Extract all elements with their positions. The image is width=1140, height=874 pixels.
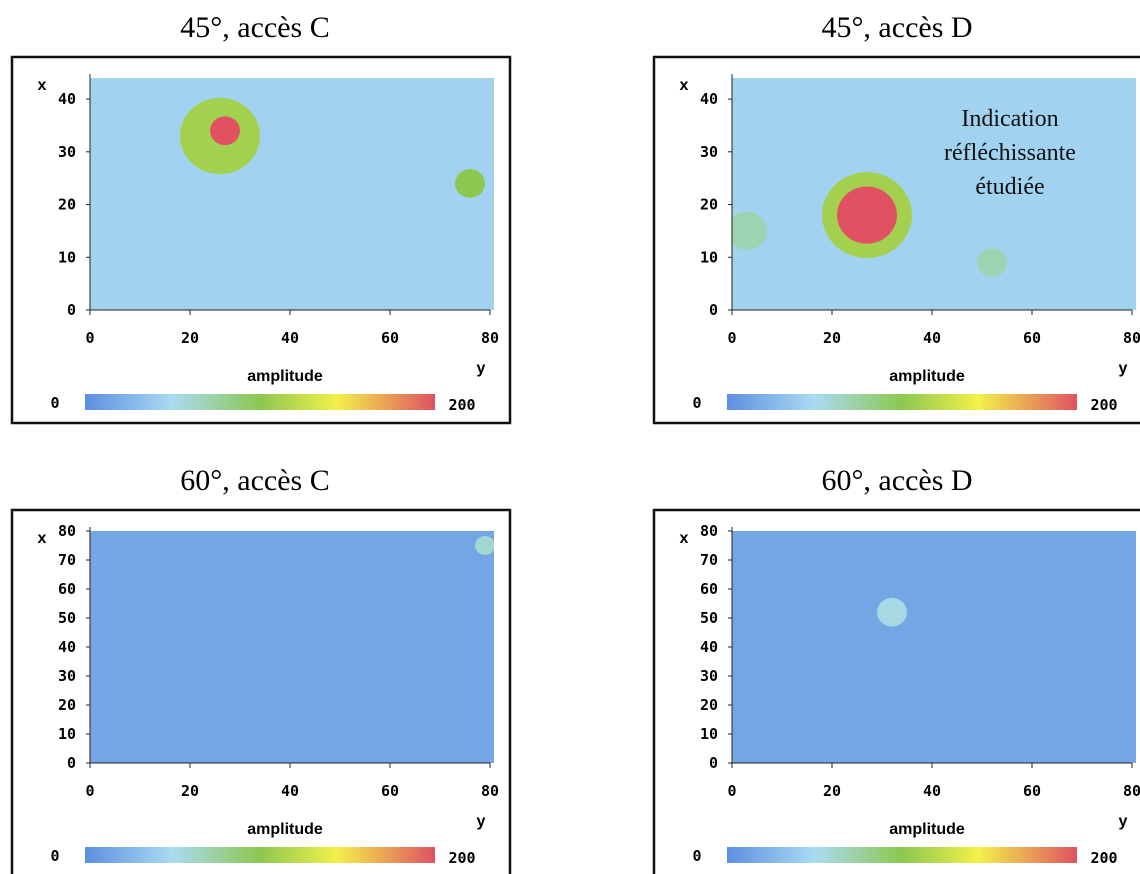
hotspot bbox=[837, 186, 897, 244]
y-tick-label: 10 bbox=[700, 248, 718, 266]
hotspot bbox=[455, 169, 485, 198]
colorbar-min: 0 bbox=[50, 394, 59, 412]
hotspot bbox=[977, 248, 1007, 277]
colorbar-min: 0 bbox=[692, 394, 701, 412]
colorbar-label: amplitude bbox=[247, 368, 323, 385]
y-tick-label: 70 bbox=[700, 551, 718, 569]
x-tick-label: 40 bbox=[281, 329, 299, 347]
hotspot bbox=[732, 211, 767, 250]
y-tick-label: 30 bbox=[58, 667, 76, 685]
panel-title: 45°, accès C bbox=[180, 11, 329, 44]
heatmap-background bbox=[732, 78, 1136, 310]
colorbar-min: 0 bbox=[50, 847, 59, 865]
y-tick-label: 50 bbox=[58, 609, 76, 627]
colorbar bbox=[85, 394, 435, 410]
y-tick-label: 30 bbox=[700, 667, 718, 685]
y-tick-label: 40 bbox=[58, 90, 76, 108]
hotspot bbox=[210, 116, 240, 146]
x-axis-label: y bbox=[477, 813, 486, 830]
y-tick-label: 60 bbox=[700, 580, 718, 598]
x-tick-label: 80 bbox=[1123, 782, 1140, 800]
panel-title: 60°, accès C bbox=[180, 464, 329, 497]
y-axis-label: x bbox=[38, 530, 47, 547]
y-tick-label: 10 bbox=[58, 725, 76, 743]
y-tick-label: 40 bbox=[58, 638, 76, 656]
y-tick-label: 20 bbox=[58, 196, 76, 214]
hotspot bbox=[877, 597, 907, 627]
colorbar bbox=[727, 847, 1077, 863]
panel-frame bbox=[10, 508, 512, 874]
panel-frame bbox=[652, 55, 1140, 425]
heatmap-background bbox=[90, 531, 494, 763]
x-tick-label: 40 bbox=[923, 782, 941, 800]
x-axis-label: y bbox=[1119, 360, 1128, 377]
colorbar bbox=[727, 394, 1077, 410]
colorbar-max: 200 bbox=[448, 849, 475, 867]
x-tick-label: 20 bbox=[823, 329, 841, 347]
colorbar-label: amplitude bbox=[247, 821, 323, 838]
colorbar-label: amplitude bbox=[889, 821, 965, 838]
y-axis-label: x bbox=[680, 77, 689, 94]
colorbar-max: 200 bbox=[448, 396, 475, 414]
y-axis-label: x bbox=[38, 77, 47, 94]
y-tick-label: 20 bbox=[700, 196, 718, 214]
x-tick-label: 0 bbox=[727, 329, 736, 347]
y-tick-label: 80 bbox=[700, 522, 718, 540]
y-tick-label: 10 bbox=[58, 248, 76, 266]
heatmap-background bbox=[732, 531, 1136, 763]
y-tick-label: 50 bbox=[700, 609, 718, 627]
y-tick-label: 60 bbox=[58, 580, 76, 598]
y-tick-label: 40 bbox=[700, 90, 718, 108]
hotspot bbox=[475, 535, 494, 556]
panel-title: 60°, accès D bbox=[821, 464, 972, 497]
x-tick-label: 0 bbox=[85, 329, 94, 347]
x-tick-label: 0 bbox=[85, 782, 94, 800]
y-tick-label: 0 bbox=[709, 301, 718, 319]
y-tick-label: 20 bbox=[58, 696, 76, 714]
panel-frame bbox=[10, 55, 512, 425]
panel-title: 45°, accès D bbox=[821, 11, 972, 44]
x-axis-label: y bbox=[477, 360, 486, 377]
x-tick-label: 40 bbox=[281, 782, 299, 800]
colorbar-label: amplitude bbox=[889, 368, 965, 385]
y-axis-label: x bbox=[680, 530, 689, 547]
y-tick-label: 0 bbox=[67, 301, 76, 319]
x-tick-label: 80 bbox=[1123, 329, 1140, 347]
y-tick-label: 30 bbox=[58, 143, 76, 161]
x-axis-label: y bbox=[1119, 813, 1128, 830]
colorbar-max: 200 bbox=[1090, 396, 1117, 414]
colorbar-min: 0 bbox=[692, 847, 701, 865]
colorbar-max: 200 bbox=[1090, 849, 1117, 867]
x-tick-label: 20 bbox=[181, 329, 199, 347]
x-tick-label: 60 bbox=[381, 329, 399, 347]
annotation: Indication réfléchissante étudiée bbox=[944, 106, 1076, 200]
x-tick-label: 60 bbox=[381, 782, 399, 800]
x-tick-label: 0 bbox=[727, 782, 736, 800]
x-tick-label: 20 bbox=[181, 782, 199, 800]
y-tick-label: 80 bbox=[58, 522, 76, 540]
y-tick-label: 0 bbox=[709, 754, 718, 772]
x-tick-label: 60 bbox=[1023, 782, 1041, 800]
x-tick-label: 80 bbox=[481, 782, 499, 800]
colorbar bbox=[85, 847, 435, 863]
y-tick-label: 40 bbox=[700, 638, 718, 656]
x-tick-label: 40 bbox=[923, 329, 941, 347]
heatmap-background bbox=[90, 78, 494, 310]
y-tick-label: 30 bbox=[700, 143, 718, 161]
y-tick-label: 70 bbox=[58, 551, 76, 569]
x-tick-label: 20 bbox=[823, 782, 841, 800]
panel-frame bbox=[652, 508, 1140, 874]
x-tick-label: 80 bbox=[481, 329, 499, 347]
y-tick-label: 0 bbox=[67, 754, 76, 772]
y-tick-label: 10 bbox=[700, 725, 718, 743]
x-tick-label: 60 bbox=[1023, 329, 1041, 347]
y-tick-label: 20 bbox=[700, 696, 718, 714]
